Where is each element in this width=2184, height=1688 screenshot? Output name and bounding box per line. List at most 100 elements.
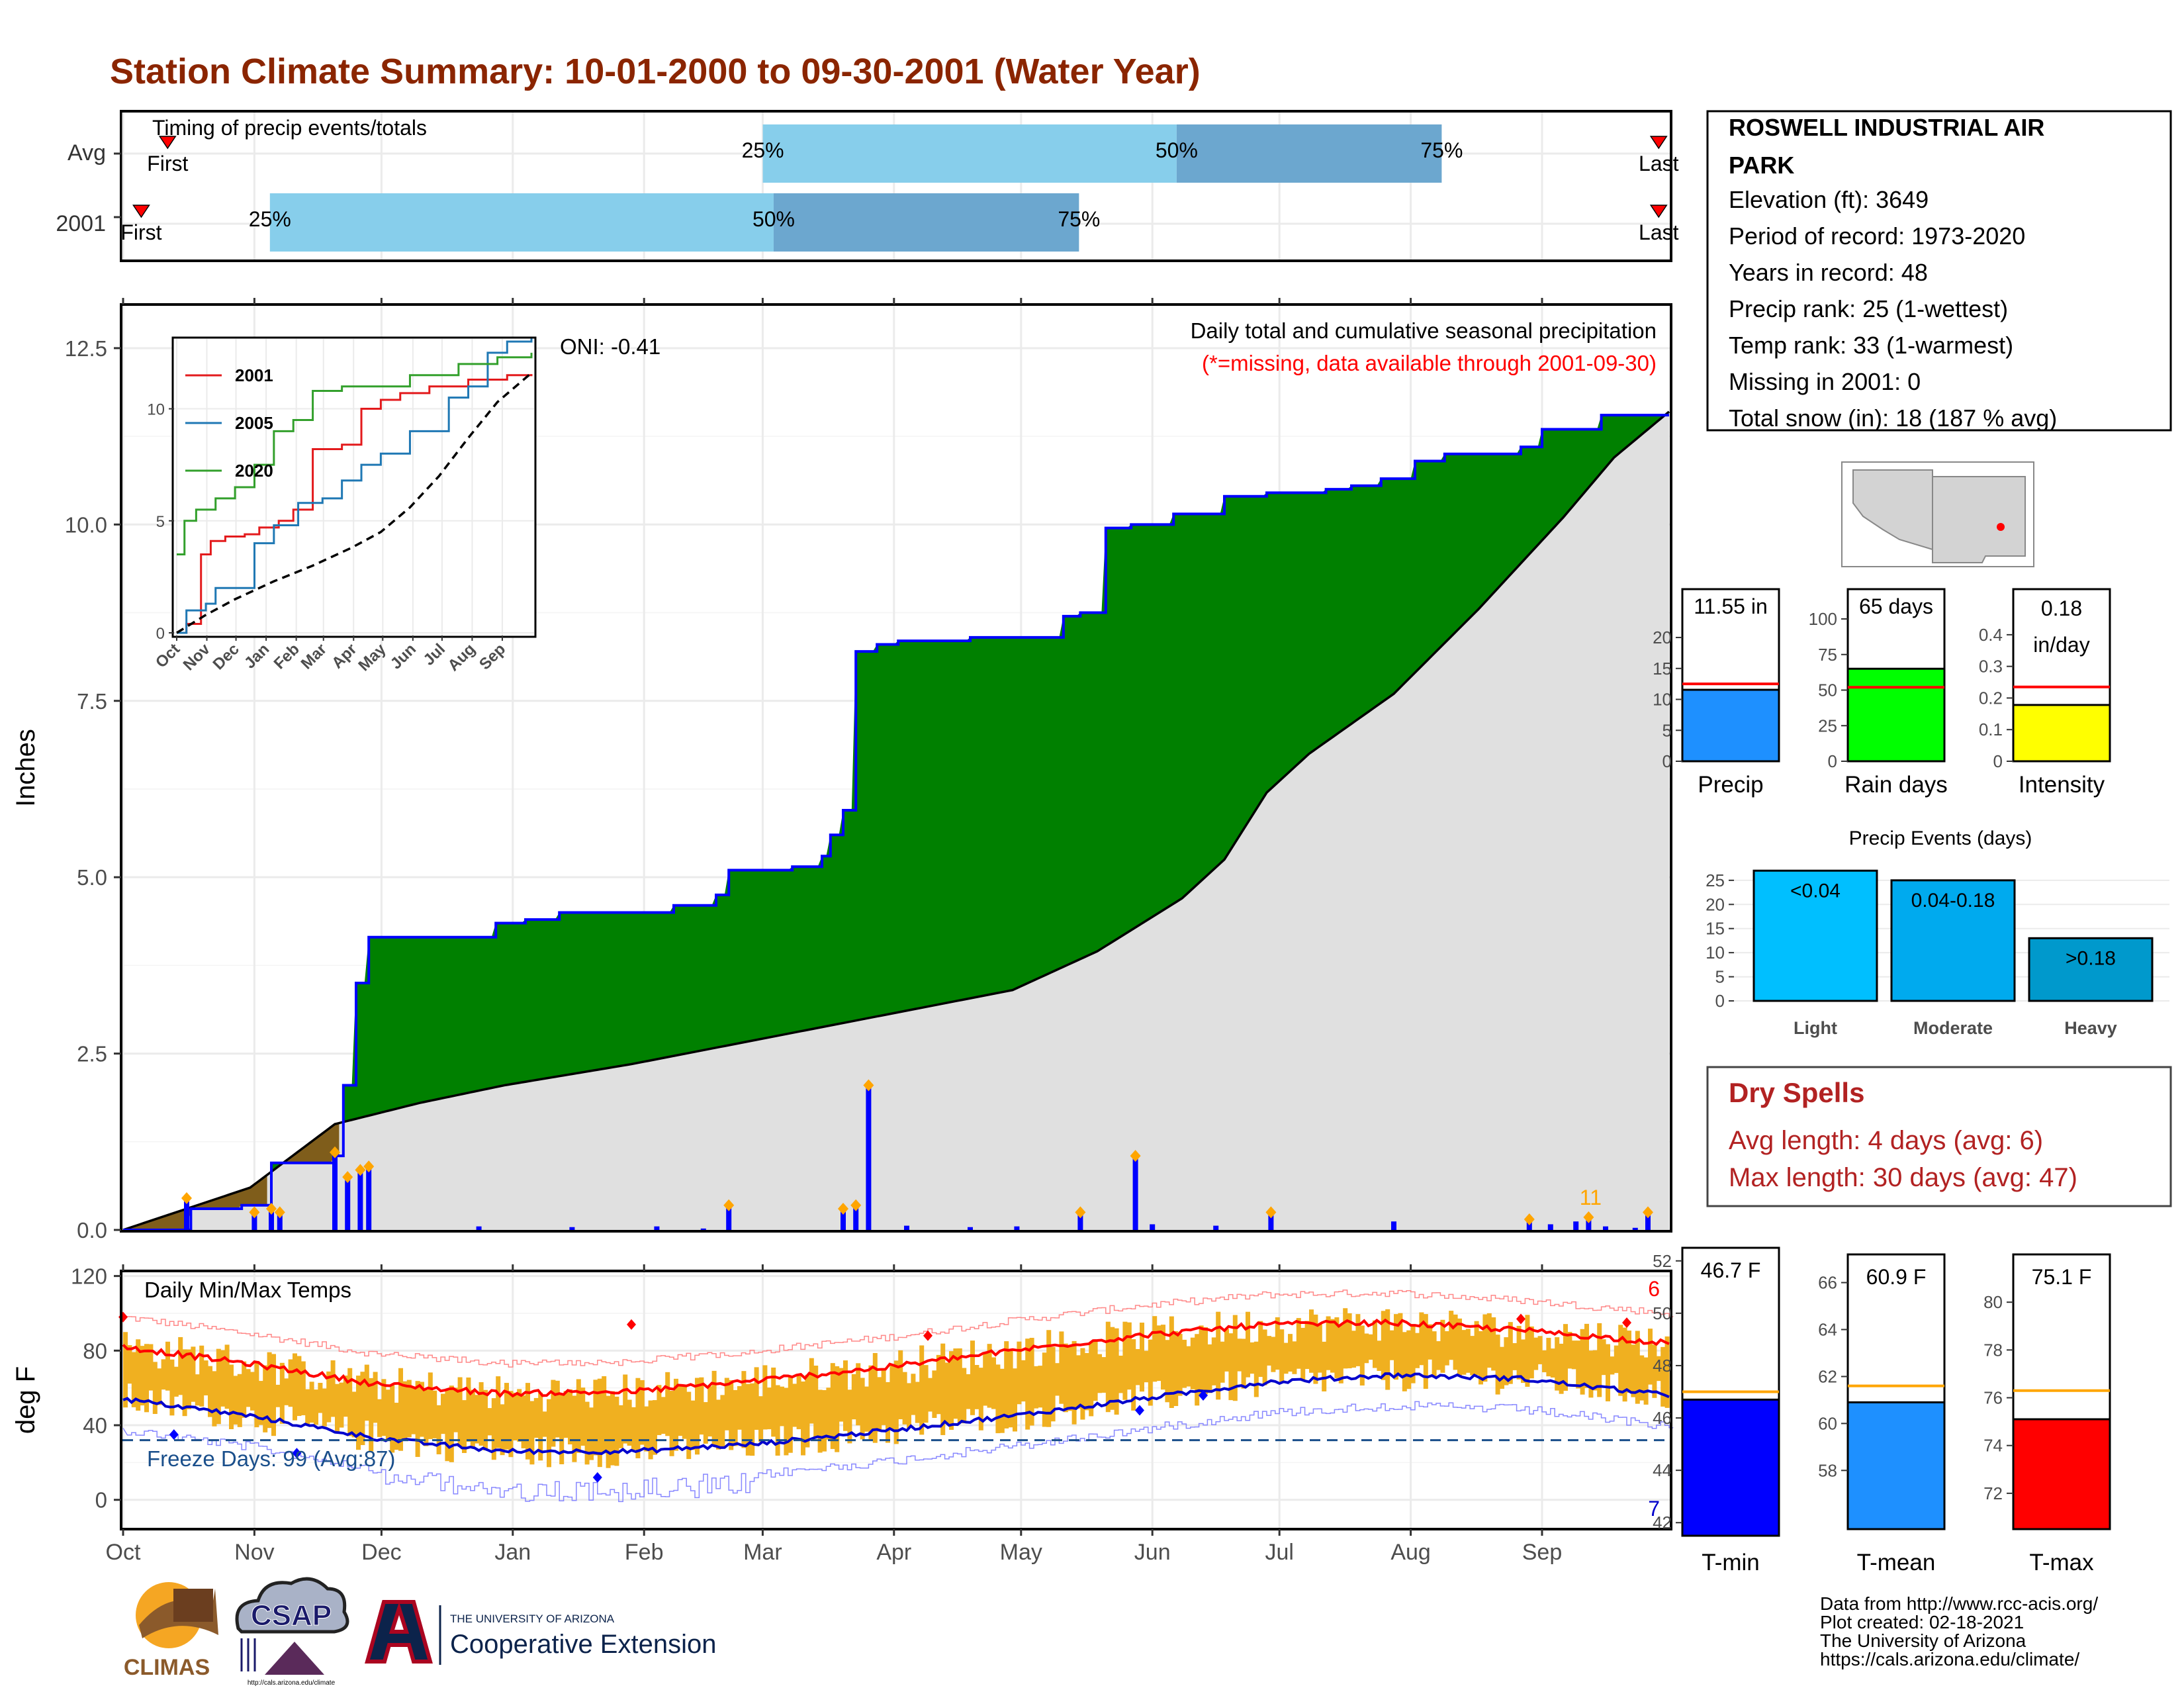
daily-precip-bar [1573,1221,1579,1230]
daily-temp-bar [369,1378,374,1452]
daily-temp-bar [1457,1318,1463,1376]
daily-temp-bar [610,1391,615,1466]
daily-temp-bar [1203,1327,1208,1395]
daily-temp-bar [483,1389,488,1451]
daily-temp-bar [1288,1334,1293,1372]
temp-gauge-name: T-min [1702,1550,1760,1575]
map-state-shapes [1852,469,2026,563]
timing-last-marker [1649,136,1668,150]
daily-temp-bar [1296,1318,1301,1369]
daily-temp-bar [648,1400,653,1460]
daily-temp-bar [1322,1341,1327,1391]
events-y-tick-label: 25 [1706,870,1725,890]
daily-precip-marker [266,1203,277,1215]
csap-logo: CSAP http://cals.arizona.edu/climate [235,1577,349,1687]
daily-temp-bar [254,1360,259,1428]
daily-temp-bar [1470,1336,1475,1376]
precip-y-tick-label: 5.0 [77,865,107,890]
daily-temp-bar [754,1367,759,1430]
daily-temp-bar [868,1365,874,1440]
daily-temp-bar [1330,1319,1336,1373]
daily-temp-bar [1377,1340,1382,1371]
gauge-tick-label: 0 [1993,751,2003,771]
daily-temp-bar [1610,1356,1615,1375]
daily-temp-bar [1021,1360,1026,1402]
daily-temp-bar [208,1366,213,1417]
temp-gauge-t-max: 72 74 76 78 80 75.1 F T-max [1983,1253,2111,1575]
daily-temp-bar [1364,1333,1369,1364]
gauge-value-bar [2012,704,2111,763]
daily-precip-bar [277,1212,283,1230]
daily-temp-bar [381,1379,387,1436]
daily-temp-bar [775,1385,780,1456]
temp-gauge-t-mean: 58 60 62 64 66 60.9 F T-mean [1818,1253,1946,1575]
record-low-marker [1135,1405,1144,1416]
daily-temp-bar [1419,1312,1424,1366]
page-title: Station Climate Summary: 10-01-2000 to 0… [110,52,1201,91]
gauge-tick-label: 0.2 [1979,688,2003,708]
daily-precip-bar [1547,1224,1553,1230]
temp-panel: 0 40 80 120 deg F Daily Min/Max Temps Freez… [11,1264,1674,1565]
daily-temp-bar [572,1395,577,1462]
daily-temp-bar [1309,1309,1314,1373]
daily-temp-bar [983,1352,988,1406]
daily-temp-bar [1300,1327,1306,1382]
daily-temp-bar [1639,1355,1645,1401]
temp-gauge-tick-label: 52 [1653,1251,1672,1271]
daily-temp-bar [296,1356,302,1417]
daily-temp-bar [1618,1325,1623,1396]
daily-temp-bar [1211,1337,1216,1385]
min-record-count: 7 [1648,1497,1660,1521]
inset-y-tick-label: 10 [147,401,165,419]
gauge-value-bar [1846,667,1946,763]
daily-temp-bar [1246,1311,1251,1378]
daily-temp-bar [953,1348,958,1419]
daily-temp-bar [928,1378,933,1412]
daily-temp-bar [293,1353,298,1421]
daily-temp-bar [750,1383,755,1456]
daily-temp-bar [233,1376,238,1425]
precip-y-tick-label: 0.0 [77,1218,107,1243]
credit-line-2: Plot created: 02-18-2021 [1820,1612,2024,1632]
daily-temp-bar [1228,1333,1234,1401]
temp-gauge-tick-label: 72 [1983,1483,2003,1503]
daily-temp-bar [462,1400,467,1454]
daily-temp-bar [944,1362,950,1424]
daily-temp-bar [478,1382,484,1446]
daily-temp-bar [1355,1314,1361,1366]
daily-temp-bar [199,1345,205,1407]
dry-spells-avg-length: Avg length: 4 days (avg: 6) [1729,1126,2043,1155]
gauge-tick-label: 75 [1818,645,1837,665]
precip-days-count: 11 [1580,1186,1602,1209]
precip-y-tick-label: 2.5 [77,1042,107,1066]
daily-temp-bar [1588,1350,1594,1398]
daily-precip-marker [181,1192,192,1205]
timing-bar-50-75 [1176,124,1442,183]
daily-temp-bar [1232,1315,1238,1401]
daily-temp-bar [1576,1340,1581,1389]
record-low-marker [292,1448,302,1459]
daily-temp-bar [288,1359,293,1407]
gauge-intensity: 0 0.1 0.2 0.3 0.4 0.18 in/day Intensity [1979,588,2111,798]
daily-temp-bar [1313,1314,1318,1384]
temp-y-tick-label: 120 [71,1264,107,1289]
station-detail-line: Precip rank: 25 (1-wettest) [1729,295,2008,322]
daily-temp-bar [1571,1340,1576,1370]
map-state-border [1852,470,1933,549]
daily-temp-bar [1368,1334,1373,1360]
daily-temp-bar [1559,1343,1564,1394]
cumulative-precip-line [123,414,1669,1231]
daily-temp-bar [1118,1355,1124,1393]
temp-y-axis-title: deg F [11,1366,40,1434]
daily-temp-bar [949,1351,954,1430]
temp-gauge-tick-label: 58 [1818,1460,1837,1480]
daily-temp-bar [974,1364,979,1409]
daily-temp-bar [627,1399,632,1446]
daily-temp-bar [1093,1341,1098,1401]
daily-precip-bar [700,1228,706,1230]
temp-gauge-tick-label: 50 [1653,1303,1672,1323]
daily-temp-bar [1479,1331,1484,1385]
daily-temp-bar [1161,1325,1166,1390]
daily-temp-bar [915,1382,920,1423]
